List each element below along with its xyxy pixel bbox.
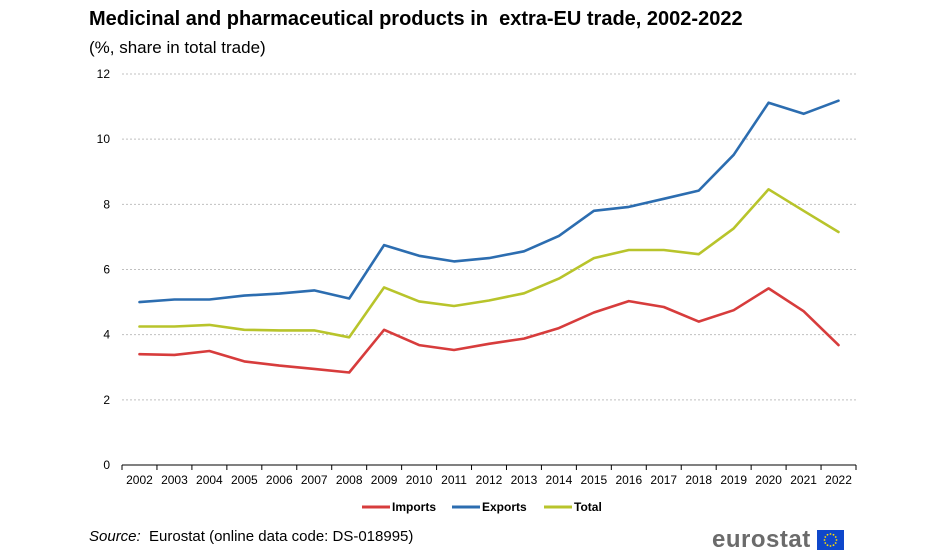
legend-label-exports: Exports: [482, 500, 527, 514]
x-tick-label: 2018: [685, 473, 712, 487]
flag-star: [829, 533, 832, 535]
eurostat-logo: eurostat: [712, 527, 844, 553]
chart-title: Medicinal and pharmaceutical products in…: [89, 8, 743, 30]
source-label: Source:: [89, 528, 141, 545]
gridlines: [122, 73, 856, 401]
y-tick-label: 0: [103, 458, 110, 472]
flag-star: [824, 536, 826, 538]
legend: Imports Exports Total: [362, 500, 602, 514]
flag-star: [832, 544, 835, 547]
chart-subtitle: (%, share in total trade): [89, 38, 266, 57]
x-tick-label: 2006: [266, 473, 293, 487]
x-tick-label: 2015: [581, 473, 608, 487]
eu-flag-icon: [816, 530, 844, 550]
x-tick-label: 2012: [476, 473, 503, 487]
x-tick-label: 2019: [720, 473, 747, 487]
legend-label-total: Total: [574, 500, 602, 514]
flag-star: [835, 539, 838, 541]
y-tick-label: 12: [97, 67, 111, 81]
x-tick-label: 2007: [301, 473, 328, 487]
series-line-exports: [138, 99, 840, 304]
y-tick-label: 6: [103, 263, 110, 277]
x-tick-label: 2008: [336, 473, 363, 487]
legend-label-imports: Imports: [392, 500, 436, 514]
x-tick-label: 2009: [371, 473, 398, 487]
x-tick-label: 2010: [406, 473, 433, 487]
flag-star: [829, 545, 832, 547]
source-text: Eurostat (online data code: DS-018995): [149, 528, 414, 545]
line-chart: 0 2 4 6 8 10 12 2002 2003 2004 2005 2006 2007 2008 200…: [97, 67, 857, 514]
y-tick-label: 10: [97, 132, 111, 146]
x-tick-label: 2011: [441, 473, 467, 487]
source-note: Source: Eurostat (online data code: DS-0…: [89, 528, 413, 545]
y-tick-label: 8: [103, 197, 110, 211]
x-tick-label: 2005: [231, 473, 258, 487]
series-lines: [138, 99, 840, 374]
x-tick-label: 2002: [126, 473, 153, 487]
x-tick-label: 2016: [615, 473, 642, 487]
series-line-imports: [138, 287, 840, 374]
logo-text: eurostat: [712, 526, 811, 553]
flag-star: [826, 533, 829, 536]
axes: 0 2 4 6 8 10 12 2002 2003 2004 2005 2006 2007 2008 200…: [97, 67, 857, 487]
y-tick-label: 4: [103, 328, 110, 342]
flag-star: [834, 536, 837, 538]
flag-star: [824, 542, 826, 544]
x-tick-label: 2014: [546, 473, 573, 487]
flag-star: [826, 544, 829, 547]
flag-star: [823, 539, 826, 541]
x-tick-label: 2020: [755, 473, 782, 487]
y-tick-label: 2: [103, 393, 110, 407]
flag-star: [834, 542, 837, 544]
series-line-total: [138, 188, 840, 339]
flag-star: [832, 533, 835, 536]
x-tick-label: 2013: [511, 473, 538, 487]
x-tick-label: 2003: [161, 473, 188, 487]
x-tick-label: 2021: [790, 473, 817, 487]
x-tick-label: 2022: [825, 473, 852, 487]
x-tick-label: 2004: [196, 473, 223, 487]
x-tick-label: 2017: [650, 473, 677, 487]
